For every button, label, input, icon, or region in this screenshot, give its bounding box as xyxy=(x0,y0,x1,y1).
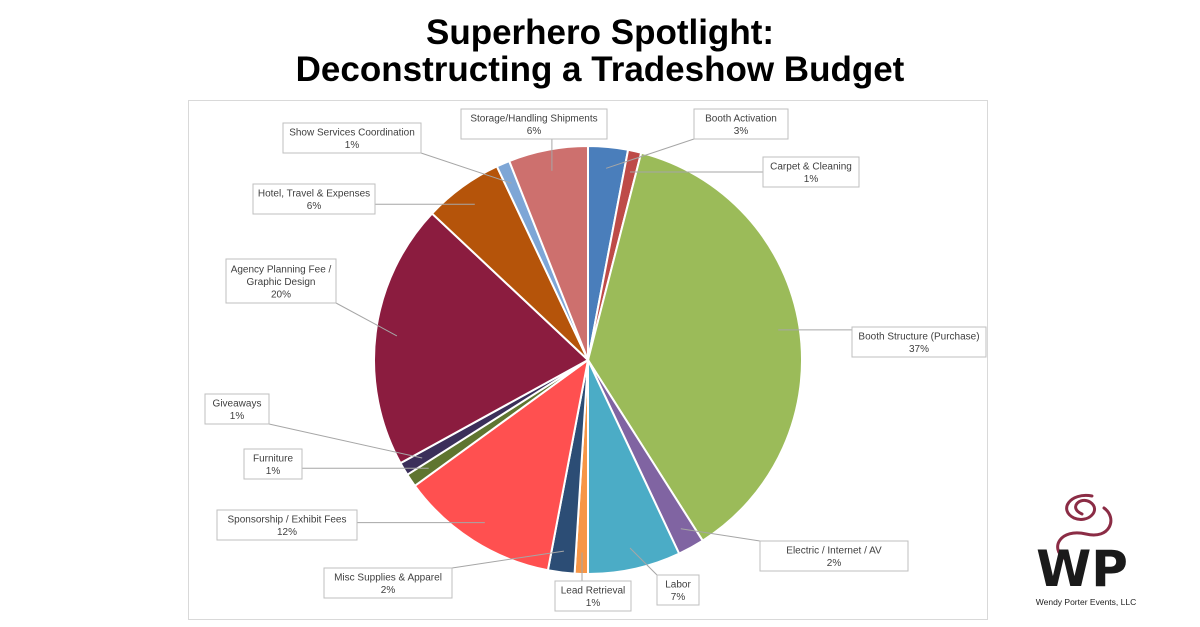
slice-name-label: Lead Retrieval xyxy=(561,586,625,597)
slice-percent-label: 2% xyxy=(827,558,842,569)
slice-label-box xyxy=(204,393,270,425)
slice-percent-label: 1% xyxy=(266,466,281,477)
pie-slice-11 xyxy=(373,212,590,465)
slice-name-label: Graphic Design xyxy=(247,277,316,288)
leader-line-1 xyxy=(605,138,695,169)
slice-label-box xyxy=(282,122,422,154)
slice-name-label: Hotel, Travel & Expenses xyxy=(258,189,370,200)
pie-slice-14 xyxy=(507,144,589,361)
slice-label-box xyxy=(252,183,376,215)
slice-label-box xyxy=(216,509,358,541)
slice-percent-label: 12% xyxy=(277,527,297,538)
slice-name-label: Giveaways xyxy=(213,399,262,410)
slice-name-label: Electric / Internet / AV xyxy=(786,546,882,557)
slice-name-label: Booth Activation xyxy=(705,114,777,125)
slice-label-box xyxy=(762,156,860,188)
slice-name-label: Show Services Coordination xyxy=(289,128,415,139)
slice-name-label: Sponsorship / Exhibit Fees xyxy=(228,515,347,526)
leader-line-4 xyxy=(680,528,761,542)
leader-lines xyxy=(268,138,852,581)
page-title: Superhero Spotlight: Deconstructing a Tr… xyxy=(0,14,1200,88)
slice-percent-label: 37% xyxy=(909,344,929,355)
slice-name-label: Booth Structure (Purchase) xyxy=(858,332,979,343)
slice-percent-label: 7% xyxy=(671,592,686,603)
slice-label-box xyxy=(656,574,700,606)
wendy-porter-logo: WP xyxy=(1036,493,1128,598)
slice-percent-label: 3% xyxy=(734,126,749,137)
slice-label-box xyxy=(460,108,608,140)
slice-label-3: Booth Structure (Purchase)37% xyxy=(851,326,987,358)
slice-percent-label: 6% xyxy=(527,126,542,137)
slice-percent-label: 20% xyxy=(271,289,291,300)
slice-percent-label: 1% xyxy=(230,411,245,422)
leader-line-13 xyxy=(420,152,512,184)
slice-label-box xyxy=(693,108,789,140)
slice-label-box xyxy=(759,540,909,572)
slice-label-box xyxy=(243,448,303,480)
slice-name-label: Carpet & Cleaning xyxy=(770,162,852,173)
pie-chart-frame: Booth Activation 3% Carpet & Cleaning 1% Boo… xyxy=(188,100,988,620)
leader-line-5 xyxy=(629,547,658,576)
pie-slices xyxy=(373,144,803,576)
slice-name-label: Storage/Handling Shipments xyxy=(470,114,597,125)
pie-slice-8 xyxy=(413,357,590,572)
slice-label-box xyxy=(554,580,632,612)
slice-percent-label: 6% xyxy=(307,201,322,212)
slice-name-label: Furniture xyxy=(253,454,293,465)
slice-label-box xyxy=(225,258,337,304)
title-line-1: Superhero Spotlight: xyxy=(425,13,775,52)
leader-line-11 xyxy=(335,302,398,337)
slice-name-label: Agency Planning Fee / xyxy=(231,264,332,275)
slice-percent-label: 1% xyxy=(345,140,360,151)
leader-line-10 xyxy=(268,423,423,459)
slice-percent-label: 2% xyxy=(381,585,396,596)
slice-name-label: Misc Supplies & Apparel xyxy=(334,573,442,584)
logo-caption: Wendy Porter Events, LLC xyxy=(1035,597,1137,607)
logo-monogram: WP xyxy=(1036,540,1128,598)
slice-percent-label: 1% xyxy=(804,174,819,185)
title-line-2: Deconstructing a Tradeshow Budget xyxy=(295,50,905,89)
slice-name-label: Labor xyxy=(665,580,691,591)
slice-percent-label: 1% xyxy=(586,598,601,609)
leader-line-7 xyxy=(451,550,564,569)
slice-label-4: Electric / Internet / AV2% xyxy=(759,540,909,572)
slice-label-box xyxy=(323,567,453,599)
slice-label-box xyxy=(851,326,987,358)
